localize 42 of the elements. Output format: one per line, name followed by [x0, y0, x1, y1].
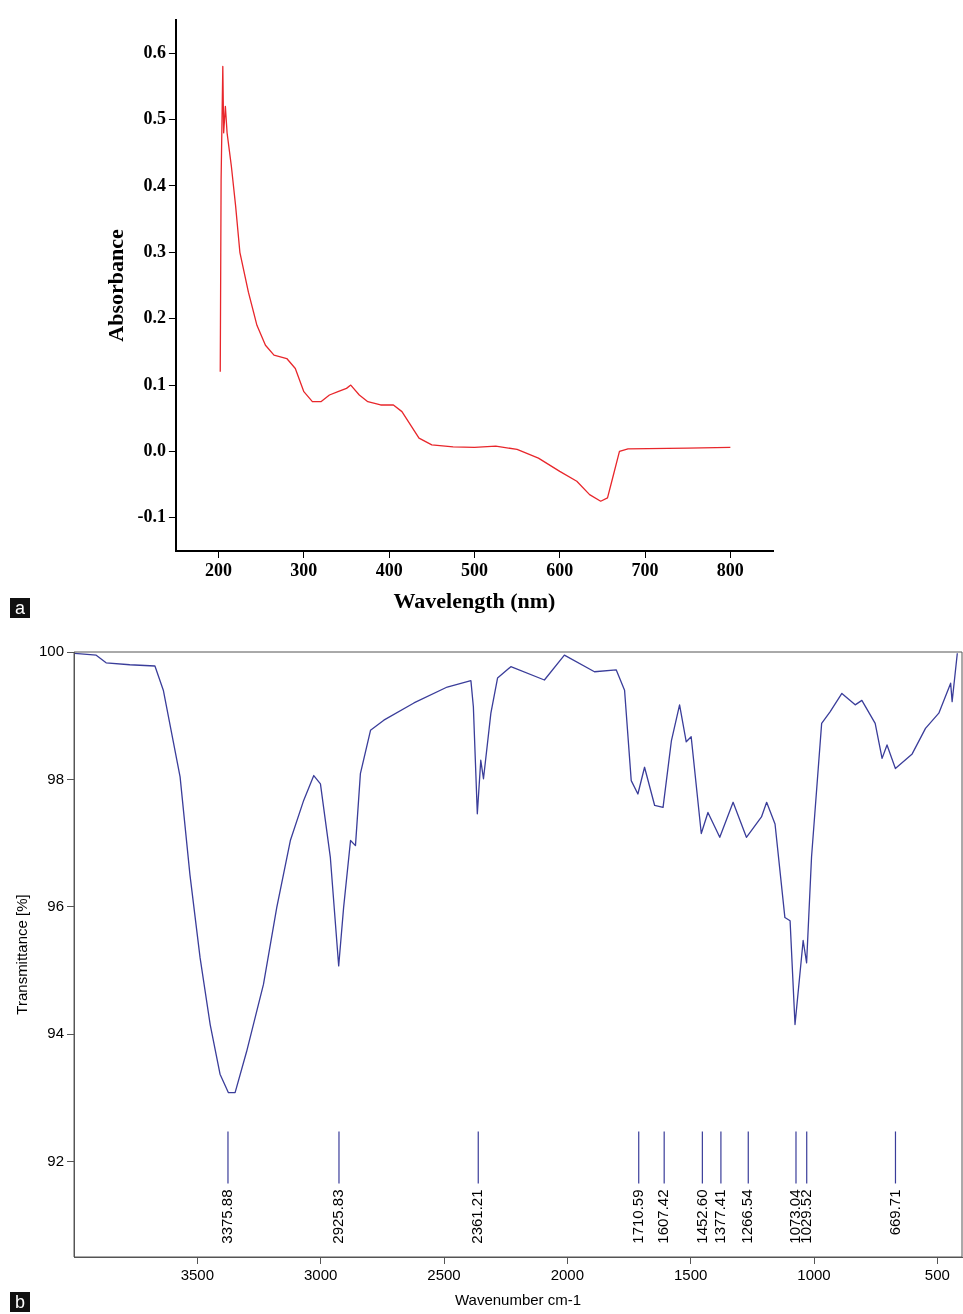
ref-line-label: 1266.54 [738, 1189, 756, 1244]
x-tick-label: 700 [631, 560, 659, 581]
ref-line-label: 669.71 [885, 1189, 903, 1236]
y-tick-label: 98 [47, 769, 65, 787]
y-tick-label: 0.3 [143, 240, 166, 261]
ref-line-label: 1377.41 [711, 1189, 729, 1244]
y-tick-label: 94 [47, 1024, 65, 1042]
y-axis-title: Absorbance [102, 229, 128, 342]
x-tick-label: 200 [205, 560, 233, 581]
y-tick-label: 0.0 [143, 440, 166, 461]
y-tick-label: 96 [47, 896, 65, 914]
y-tick-label: 100 [39, 642, 65, 660]
x-tick-label: 500 [460, 560, 488, 581]
ref-line-label: 2361.21 [468, 1189, 486, 1244]
y-axis-title: Transmittance [%] [13, 894, 31, 1015]
ref-line-label: 1452.60 [692, 1189, 710, 1244]
y-tick-label: 0.6 [143, 41, 166, 62]
ref-line-label: 2925.83 [329, 1189, 347, 1244]
text: a [10, 598, 31, 618]
x-tick-label: 3500 [180, 1266, 215, 1284]
x-tick-label: 300 [290, 560, 318, 581]
x-axis-title: Wavelength (nm) [393, 588, 556, 614]
x-tick-label: 1500 [673, 1266, 708, 1284]
y-tick-label: 0.2 [143, 307, 166, 328]
y-tick-label: 0.4 [143, 174, 166, 195]
x-axis-title: Wavenumber cm-1 [454, 1291, 582, 1309]
x-tick-label: 400 [375, 560, 403, 581]
x-tick-label: 500 [924, 1266, 950, 1284]
x-tick-label: 2500 [427, 1266, 461, 1284]
ref-line-label: 1607.42 [654, 1189, 672, 1244]
x-tick-label: 3000 [304, 1266, 338, 1284]
x-tick-label: 1000 [797, 1266, 831, 1284]
y-tick-label: 0.5 [143, 108, 166, 129]
ref-line-label: 1710.59 [628, 1189, 646, 1244]
text: b [10, 1292, 31, 1312]
x-tick-label: 2000 [550, 1266, 585, 1284]
x-tick-label: 600 [546, 560, 574, 581]
y-tick-label: 0.1 [143, 373, 166, 394]
y-tick-label: 92 [47, 1151, 65, 1169]
ref-line-label: 3375.88 [218, 1189, 236, 1244]
y-tick-label: -0.1 [137, 506, 166, 527]
x-tick-label: 800 [716, 560, 744, 581]
